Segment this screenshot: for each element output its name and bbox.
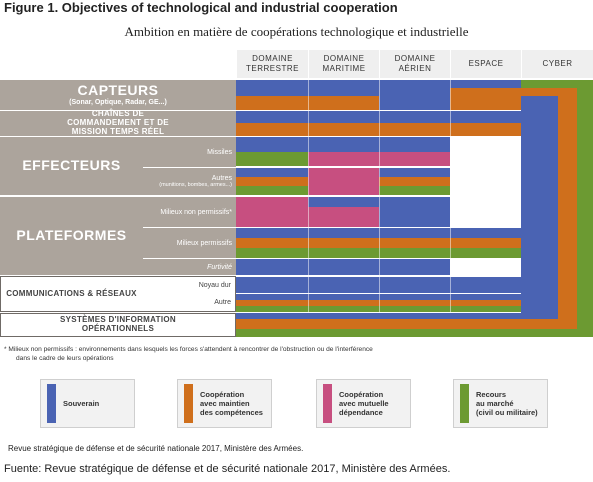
effecteurs-missiles-label: Missiles <box>143 137 236 167</box>
missiles-espace-empty <box>450 137 521 166</box>
nonpermissifs-text: Milieux non permissifs* <box>160 208 232 216</box>
autres-text: Autres <box>211 175 232 182</box>
nonperm-pink-maritime <box>308 207 379 227</box>
autres-orange-aerien <box>379 177 450 186</box>
orange-right-band <box>558 88 577 329</box>
perm-blue <box>236 228 521 238</box>
legend-swatch-blue <box>47 384 56 423</box>
autres-subtext: (munitions, bombes, armes...) <box>159 182 232 188</box>
row-sio-frame <box>0 313 236 337</box>
row-effecteurs-label: EFFECTEURS <box>0 137 143 195</box>
comm-autre-label: Autre <box>143 294 235 311</box>
legend-swatch-orange <box>184 384 193 423</box>
footnote: * Milieux non permissifs : environnement… <box>4 345 373 363</box>
legend-label-cooperation-dependance: Coopération avec mutuelle dépendance <box>339 390 389 417</box>
autres-blue <box>236 168 308 177</box>
col-header-espace: ESPACE <box>450 50 521 78</box>
green-bottom-band <box>236 329 593 337</box>
missiles-blue-maritime <box>308 137 379 152</box>
comm-autre-blue <box>236 294 521 300</box>
figure-title: Figure 1. Objectives of technological an… <box>4 0 398 15</box>
col-header-cyber: CYBER <box>521 50 593 78</box>
nonperm-espace-empty <box>450 197 521 227</box>
col-sep-3 <box>450 80 451 313</box>
autres-pink-maritime <box>308 168 379 195</box>
furtivite-blue <box>236 259 450 275</box>
row-chaines-label: CHAÎNES DE COMMANDEMENT ET DE MISSION TE… <box>0 109 236 136</box>
autres-orange <box>236 177 308 186</box>
row-communications-frame <box>0 276 236 312</box>
comm-autre-green <box>236 306 521 312</box>
col-header-aerien: DOMAINE AÉRIEN <box>379 50 450 78</box>
nonperm-pink-terrestre <box>236 197 308 227</box>
permissifs-text: Milieux permissifs <box>176 239 232 247</box>
autres-blue-aerien <box>379 168 450 177</box>
plateformes-permissifs-label: Milieux permissifs <box>143 228 236 258</box>
noyau-blue <box>236 277 521 293</box>
perm-orange <box>236 238 521 248</box>
missiles-blue-terrestre <box>236 137 308 152</box>
missiles-blue-aerien <box>379 137 450 152</box>
row-sio-label: SYSTÈMES D'INFORMATION OPÉRATIONNELS <box>60 315 176 333</box>
legend-label-cooperation-maintien: Coopération avec maintien des compétences <box>200 390 263 417</box>
legend-souverain: Souverain <box>40 379 135 428</box>
legend-swatch-green <box>460 384 469 423</box>
nonperm-blue-aerien <box>379 197 450 227</box>
row-communications-label: COMMUNICATIONS & RÉSEAUX <box>6 288 137 298</box>
missiles-text: Missiles <box>207 148 232 156</box>
col-sep-2 <box>379 80 380 313</box>
legend-cooperation-maintien: Coopération avec maintien des compétences <box>177 379 272 428</box>
chaines-orange <box>236 123 521 136</box>
plateformes-furtivite-label: Furtivité <box>143 259 236 275</box>
chaines-blue <box>236 111 521 123</box>
footnote-line-2: dans le cadre de leurs opérations <box>16 355 114 362</box>
source-outer: Fuente: Revue stratégique de défense et … <box>4 463 451 475</box>
orange-bottom-band <box>236 319 558 329</box>
comm-autre-text: Autre <box>214 299 231 306</box>
comm-autre-orange <box>236 300 521 306</box>
footnote-line-1: * Milieux non permissifs : environnement… <box>4 346 373 353</box>
furtivite-text: Furtivité <box>207 263 232 271</box>
capteurs-blue-aerien <box>379 80 450 110</box>
autres-green-aerien <box>379 186 450 195</box>
capteurs-blue-mid <box>308 80 379 96</box>
green-right-band <box>577 80 593 337</box>
row-capteurs-label: CAPTEURS (Sonar, Optique, Radar, GE...) <box>0 80 236 110</box>
capteurs-subtitle: (Sonar, Optique, Radar, GE...) <box>69 98 167 106</box>
col-sep-1 <box>308 80 309 313</box>
effecteurs-autres-label: Autres (munitions, bombes, armes...) <box>143 168 236 195</box>
comm-noyau-label: Noyau dur <box>143 277 235 293</box>
nonperm-blue-maritime <box>308 197 379 207</box>
furtivite-espace-empty <box>450 259 521 275</box>
sio-blue <box>236 313 521 319</box>
chart-title: Ambition en matière de coopérations tech… <box>124 24 469 39</box>
perm-green-espace <box>450 248 521 258</box>
noyau-text: Noyau dur <box>198 281 231 289</box>
autres-green <box>236 186 308 195</box>
plateformes-nonpermissifs-label: Milieux non permissifs* <box>143 197 236 227</box>
perm-green <box>236 248 450 258</box>
blue-cyber-band <box>521 96 558 319</box>
capteurs-title: CAPTEURS <box>77 82 159 99</box>
matrix-area <box>236 80 593 337</box>
capteurs-blue-espace <box>450 80 521 88</box>
legend-cooperation-dependance: Coopération avec mutuelle dépendance <box>316 379 411 428</box>
missiles-green-terrestre <box>236 152 308 166</box>
col-header-maritime: DOMAINE MARITIME <box>308 50 379 78</box>
source-inner: Revue stratégique de défense et de sécur… <box>8 444 304 453</box>
legend-label-souverain: Souverain <box>63 399 100 408</box>
legend-recours-marche: Recours au marché (civil ou militaire) <box>453 379 548 428</box>
autres-espace-empty <box>450 168 521 195</box>
legend-swatch-pink <box>323 384 332 423</box>
row-plateformes-label: PLATEFORMES <box>0 197 143 275</box>
col-header-terrestre: DOMAINE TERRESTRE <box>236 50 308 78</box>
legend-label-recours-marche: Recours au marché (civil ou militaire) <box>476 390 538 417</box>
